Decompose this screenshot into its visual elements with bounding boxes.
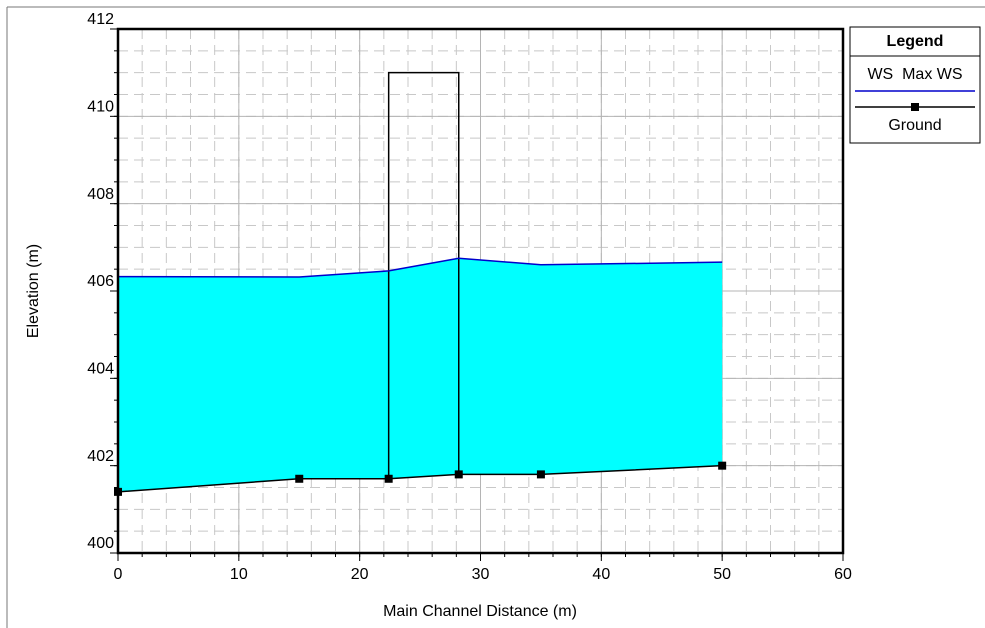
x-tick-label: 50	[713, 566, 731, 583]
legend-box	[849, 26, 981, 144]
y-tick-label: 412	[87, 11, 114, 28]
series-line	[117, 464, 723, 493]
x-tick-label: 20	[351, 566, 369, 583]
legend-swatch	[911, 103, 919, 111]
ground-point	[384, 474, 393, 483]
structure	[387, 71, 460, 479]
x-tick-label: 0	[114, 566, 123, 583]
ground-point	[718, 461, 727, 470]
water-area	[118, 258, 723, 492]
y-tick-label: 400	[87, 535, 114, 552]
x-axis-label: Main Channel Distance (m)	[383, 603, 577, 620]
legend-label: WS Max WS	[867, 66, 962, 83]
x-tick-label: 10	[230, 566, 248, 583]
y-axis-label: Elevation (m)	[25, 244, 42, 338]
legend-title: Legend	[887, 33, 944, 50]
y-tick-label: 406	[87, 273, 114, 290]
ground-point	[454, 470, 463, 479]
ground-point	[295, 474, 304, 483]
series-line	[117, 257, 723, 278]
y-tick-label: 408	[87, 186, 114, 203]
y-tick-label: 404	[87, 361, 114, 378]
ground-point	[536, 470, 545, 479]
x-tick-label: 40	[592, 566, 610, 583]
y-tick-label: 410	[87, 99, 114, 116]
legend-label: Ground	[888, 117, 941, 134]
y-tick-label: 402	[87, 448, 114, 465]
x-tick-label: 30	[472, 566, 490, 583]
x-tick-label: 60	[834, 566, 852, 583]
plot-frame	[116, 27, 845, 555]
